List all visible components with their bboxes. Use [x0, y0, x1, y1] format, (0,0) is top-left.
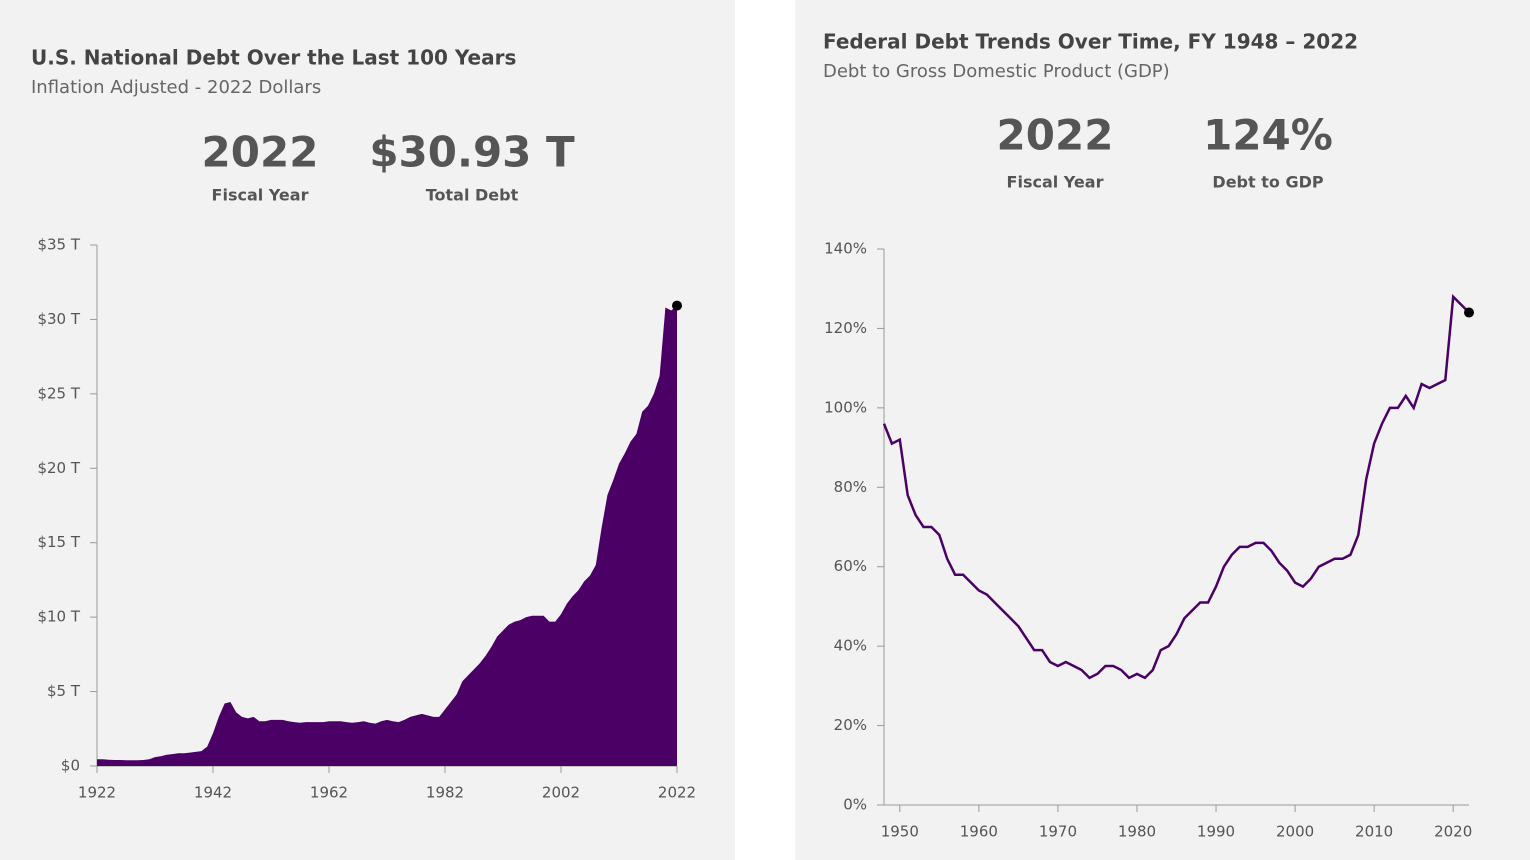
- y-tick-label: 80%: [834, 478, 867, 496]
- stat-value: $30.93 T: [369, 128, 575, 177]
- chart-subtitle: Inflation Adjusted - 2022 Dollars: [31, 77, 321, 98]
- latest-point: [1464, 307, 1474, 318]
- y-tick-label: 40%: [834, 637, 867, 655]
- x-tick-label: 1980: [1118, 823, 1156, 841]
- chart-title: Federal Debt Trends Over Time, FY 1948 –…: [823, 30, 1358, 54]
- x-tick-label: 1990: [1197, 823, 1235, 841]
- y-tick-label: $25 T: [37, 384, 80, 402]
- x-tick-label: 1960: [960, 823, 998, 841]
- chart-title: U.S. National Debt Over the Last 100 Yea…: [31, 46, 516, 70]
- y-tick-label: $10 T: [37, 608, 80, 626]
- x-tick-label: 1962: [310, 784, 348, 802]
- stat-value: 2022: [202, 128, 319, 177]
- stat-value: 124%: [1203, 111, 1333, 160]
- x-tick-label: 2020: [1434, 823, 1472, 841]
- y-tick-label: $5 T: [47, 682, 81, 700]
- y-tick-label: $0: [61, 757, 80, 775]
- stat-label: Total Debt: [426, 186, 519, 205]
- y-tick-label: 20%: [834, 716, 867, 734]
- x-tick-label: 2010: [1355, 823, 1393, 841]
- y-tick-label: 140%: [824, 240, 867, 258]
- y-tick-label: 100%: [824, 398, 867, 416]
- y-tick-label: 60%: [834, 557, 867, 575]
- x-tick-label: 2022: [658, 784, 696, 802]
- y-tick-label: $20 T: [37, 459, 80, 477]
- latest-point: [672, 300, 682, 311]
- x-tick-label: 1950: [881, 823, 919, 841]
- y-tick-label: $30 T: [37, 310, 80, 328]
- x-tick-label: 2002: [542, 784, 580, 802]
- x-tick-label: 1982: [426, 784, 464, 802]
- area: [97, 305, 677, 766]
- stat-label: Fiscal Year: [212, 186, 309, 205]
- y-tick-label: $15 T: [37, 533, 80, 551]
- stat-label: Debt to GDP: [1212, 173, 1323, 192]
- y-tick-label: 120%: [824, 319, 867, 337]
- x-tick-label: 1942: [194, 784, 232, 802]
- chart-subtitle: Debt to Gross Domestic Product (GDP): [823, 61, 1170, 82]
- stat-value: 2022: [997, 111, 1114, 160]
- stat-label: Fiscal Year: [1007, 173, 1104, 192]
- x-tick-label: 1922: [78, 784, 116, 802]
- y-tick-label: 0%: [843, 796, 867, 814]
- x-tick-label: 2000: [1276, 823, 1314, 841]
- line: [882, 293, 1470, 680]
- panel: [795, 0, 1530, 860]
- y-tick-label: $35 T: [37, 236, 80, 254]
- x-tick-label: 1970: [1039, 823, 1077, 841]
